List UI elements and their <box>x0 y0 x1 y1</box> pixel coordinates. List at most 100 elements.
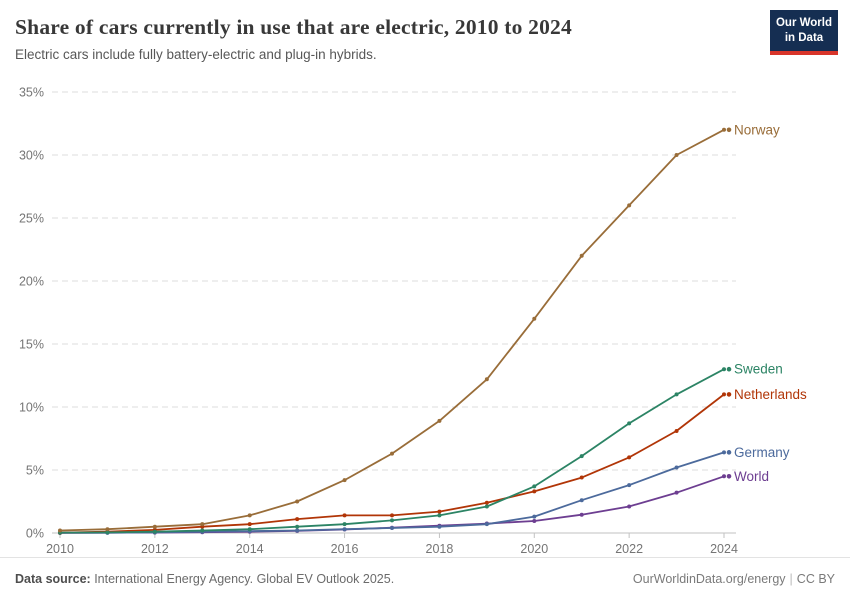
data-source-label: Data source: <box>15 572 91 586</box>
series-point-sweden <box>342 522 347 527</box>
y-tick-label: 10% <box>19 401 44 415</box>
series-point-sweden <box>532 484 537 489</box>
series-endpoint-norway <box>726 127 732 133</box>
license-link[interactable]: CC BY <box>796 572 835 586</box>
series-point-norway <box>295 499 300 504</box>
series-point-world <box>579 512 584 517</box>
series-point-norway <box>152 524 157 529</box>
series-point-norway <box>390 451 394 456</box>
series-point-sweden <box>484 504 489 509</box>
series-point-norway <box>437 418 442 423</box>
series-line-world[interactable] <box>59 475 725 534</box>
series-point-norway <box>58 528 62 533</box>
series-point-germany <box>627 483 632 488</box>
y-tick-label: 20% <box>19 275 44 289</box>
series-label-norway[interactable]: Norway <box>734 122 780 137</box>
owid-logo-line1: Our World <box>775 17 832 29</box>
series-point-sweden <box>390 518 394 523</box>
x-tick-label: 2018 <box>426 542 454 556</box>
series-endpoint-netherlands <box>726 392 732 397</box>
series-point-sweden <box>674 392 679 397</box>
x-tick-label: 2010 <box>46 542 74 556</box>
series-point-netherlands <box>674 428 679 433</box>
site-link[interactable]: OurWorldinData.org/energy <box>632 572 786 586</box>
series-point-norway <box>579 253 584 258</box>
series-point-world <box>674 490 679 495</box>
series-label-world[interactable]: World <box>734 469 769 484</box>
x-tick-label: 2020 <box>520 542 548 556</box>
series-point-norway <box>342 478 347 483</box>
series-point-netherlands <box>627 455 632 460</box>
series-endpoint-sweden <box>726 366 732 372</box>
series-point-sweden <box>579 454 584 459</box>
chart-footer: Data source: International Energy Agency… <box>0 557 850 600</box>
chart-area: 0% 5% 10% 15% 20% 25% 30% 35% 2010 2012 2014 2016 20… <box>0 80 850 561</box>
series-point-germany <box>342 527 347 532</box>
x-tick-label: 2022 <box>615 542 643 556</box>
series-endpoint-germany <box>726 450 732 455</box>
series-point-sweden <box>722 367 726 372</box>
series-point-netherlands <box>484 500 489 505</box>
series-point-norway <box>674 153 679 157</box>
series-label-sweden[interactable]: Sweden <box>734 362 783 377</box>
data-source: Data source: International Energy Agency… <box>15 572 394 586</box>
series-point-netherlands <box>579 475 584 480</box>
series-point-norway <box>105 527 110 532</box>
chart-canvas[interactable]: 0% 5% 10% 15% 20% 25% 30% 35% 2010 2012 2014 2016 20… <box>0 80 850 557</box>
y-tick-label: 15% <box>19 338 44 352</box>
series-label-netherlands[interactable]: Netherlands <box>734 387 807 402</box>
series-point-norway <box>722 127 726 132</box>
series-point-world <box>627 504 632 509</box>
series-point-norway <box>627 203 632 208</box>
series-point-sweden <box>152 529 157 534</box>
series-point-netherlands <box>247 522 252 527</box>
series-point-norway <box>247 513 252 518</box>
y-tick-label: 30% <box>19 149 44 163</box>
owid-logo-line2: in Data <box>784 31 824 44</box>
series-point-sweden <box>627 421 632 426</box>
series-point-norway <box>484 377 489 382</box>
series-point-norway <box>532 316 537 321</box>
y-tick-label: 25% <box>19 212 44 226</box>
series-point-germany <box>579 498 584 503</box>
chart-header: Share of cars currently in use that are … <box>0 0 850 62</box>
series-point-norway <box>200 522 205 527</box>
y-tick-label: 35% <box>19 86 44 100</box>
series-point-sweden <box>247 527 252 532</box>
series-point-netherlands <box>722 392 726 397</box>
series-endpoint-world <box>726 474 732 479</box>
footer-separator: | <box>789 572 793 586</box>
series-point-germany <box>722 450 726 455</box>
series-point-netherlands <box>437 509 442 514</box>
series-point-netherlands <box>342 513 347 518</box>
owid-logo[interactable]: Our World in Data <box>770 10 838 55</box>
y-tick-label: 5% <box>26 464 44 478</box>
page-title: Share of cars currently in use that are … <box>15 15 572 39</box>
series-point-germany <box>295 528 300 533</box>
series-point-germany <box>484 522 489 527</box>
series-point-world <box>532 519 537 524</box>
series-line-netherlands[interactable] <box>59 393 725 534</box>
x-tick-label: 2016 <box>331 542 359 556</box>
series-label-germany[interactable]: Germany <box>734 445 790 460</box>
series-point-world <box>722 474 726 479</box>
y-tick-label: 0% <box>26 527 44 541</box>
series-point-sweden <box>105 530 110 535</box>
series-point-germany <box>532 514 537 519</box>
series-point-sweden <box>200 528 205 533</box>
series-point-netherlands <box>295 517 300 522</box>
chart-subtitle: Electric cars include fully battery-elec… <box>15 46 377 62</box>
x-tick-label: 2024 <box>710 542 738 556</box>
series-point-sweden <box>437 513 442 518</box>
series-point-germany <box>674 465 679 470</box>
x-tick-label: 2012 <box>141 542 169 556</box>
series-point-germany <box>390 525 394 530</box>
footer-links: OurWorldinData.org/energy | CC BY <box>633 572 835 586</box>
series-point-sweden <box>295 524 300 529</box>
series-point-netherlands <box>390 513 394 518</box>
x-tick-label: 2014 <box>236 542 264 556</box>
series-point-germany <box>437 524 442 529</box>
series-point-netherlands <box>532 489 537 494</box>
data-source-text: International Energy Agency. Global EV O… <box>90 572 395 586</box>
